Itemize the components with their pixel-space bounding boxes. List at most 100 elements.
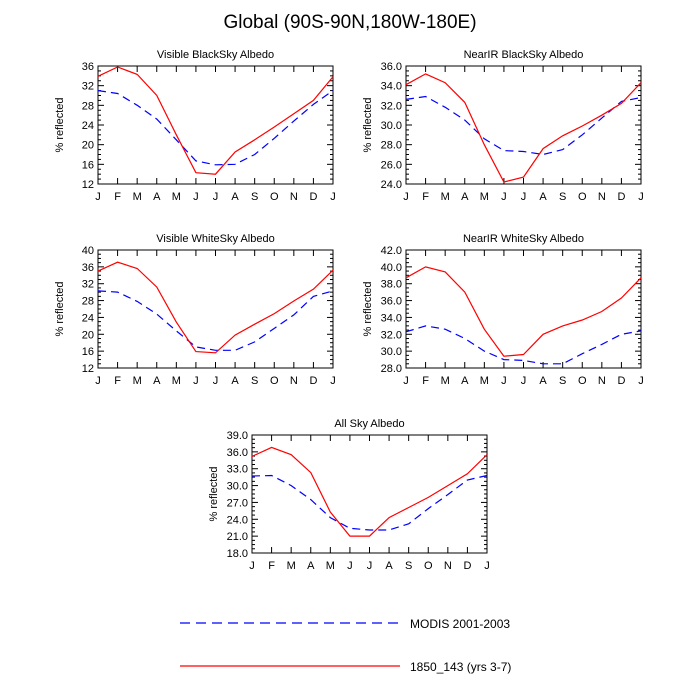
x-tick-label: A <box>385 560 393 572</box>
x-tick-label: J <box>521 375 527 387</box>
x-tick-label: S <box>559 375 566 387</box>
y-tick-label: 28 <box>82 100 94 112</box>
x-tick-label: S <box>251 375 258 387</box>
x-tick-label: J <box>213 191 219 203</box>
x-tick-label: J <box>367 560 373 572</box>
y-tick-label: 32 <box>82 81 94 93</box>
panel-title: Visible WhiteSky Albedo <box>156 233 274 245</box>
x-tick-label: M <box>172 375 181 387</box>
x-tick-label: F <box>114 375 121 387</box>
x-tick-label: A <box>461 375 469 387</box>
y-tick-label: 36 <box>82 262 94 274</box>
x-tick-label: J <box>403 191 409 203</box>
x-tick-label: S <box>559 191 566 203</box>
x-tick-label: F <box>422 191 429 203</box>
x-tick-label: O <box>578 375 587 387</box>
x-tick-label: J <box>193 191 199 203</box>
y-tick-label: 20 <box>82 329 94 341</box>
series-line-modis <box>97 90 334 166</box>
panel-title: Visible BlackSky Albedo <box>157 49 274 61</box>
x-tick-label: J <box>638 375 644 387</box>
y-tick-label: 42.0 <box>381 245 402 257</box>
x-tick-label: M <box>287 560 296 572</box>
y-tick-label: 39.0 <box>227 430 248 442</box>
y-tick-label: 30.0 <box>227 481 248 493</box>
y-tick-label: 38.0 <box>381 279 402 291</box>
x-tick-label: J <box>638 191 644 203</box>
y-tick-label: 18.0 <box>227 548 248 560</box>
series-line-modis <box>97 290 334 351</box>
y-tick-label: 33.0 <box>227 464 248 476</box>
x-tick-label: O <box>270 375 279 387</box>
x-tick-label: M <box>441 191 450 203</box>
panel-title: NearIR WhiteSky Albedo <box>463 233 584 245</box>
y-tick-label: 30.0 <box>381 346 402 358</box>
figure-title: Global (90S-90N,180W-180E) <box>223 12 477 33</box>
x-tick-label: N <box>290 191 298 203</box>
y-axis-label: % reflected <box>208 466 220 521</box>
series-line-model <box>251 446 488 537</box>
y-axis-label: % reflected <box>54 281 66 336</box>
x-tick-label: J <box>95 375 101 387</box>
x-tick-label: J <box>330 375 336 387</box>
legend-model-label: 1850_143 (yrs 3-7) <box>410 660 512 674</box>
y-tick-label: 20 <box>82 140 94 152</box>
y-tick-label: 36.0 <box>381 61 402 73</box>
x-tick-label: J <box>484 560 490 572</box>
y-axis-label: % reflected <box>54 97 66 152</box>
x-tick-label: N <box>598 191 606 203</box>
y-tick-label: 32.0 <box>381 100 402 112</box>
plot-frame <box>405 65 642 185</box>
y-tick-label: 26.0 <box>381 159 402 171</box>
x-tick-label: O <box>578 191 587 203</box>
y-tick-label: 12 <box>82 363 94 375</box>
x-tick-label: D <box>617 375 625 387</box>
y-tick-label: 28 <box>82 296 94 308</box>
x-tick-label: M <box>326 560 335 572</box>
y-tick-label: 28.0 <box>381 140 402 152</box>
x-tick-label: A <box>231 375 239 387</box>
x-tick-label: D <box>463 560 471 572</box>
y-tick-label: 34.0 <box>381 312 402 324</box>
x-tick-label: N <box>598 375 606 387</box>
legend-modis-label: MODIS 2001-2003 <box>410 617 511 631</box>
y-tick-label: 36.0 <box>381 296 402 308</box>
series-line-model <box>405 266 642 357</box>
x-tick-label: N <box>444 560 452 572</box>
x-tick-label: D <box>617 191 625 203</box>
x-tick-label: D <box>309 191 317 203</box>
y-tick-label: 32.0 <box>381 329 402 341</box>
x-tick-label: J <box>193 375 199 387</box>
x-tick-label: J <box>347 560 353 572</box>
y-tick-label: 40 <box>82 245 94 257</box>
x-tick-label: F <box>268 560 275 572</box>
y-tick-label: 16 <box>82 159 94 171</box>
x-tick-label: M <box>441 375 450 387</box>
x-tick-label: A <box>539 191 547 203</box>
x-tick-label: A <box>461 191 469 203</box>
series-line-model <box>405 73 642 183</box>
x-tick-label: A <box>153 375 161 387</box>
x-tick-label: M <box>133 375 142 387</box>
x-tick-label: J <box>95 191 101 203</box>
x-tick-label: J <box>403 375 409 387</box>
x-tick-label: F <box>422 375 429 387</box>
y-tick-label: 24 <box>82 120 94 132</box>
y-tick-label: 36.0 <box>227 447 248 459</box>
y-tick-label: 24.0 <box>381 179 402 191</box>
y-tick-label: 36 <box>82 61 94 73</box>
x-tick-label: N <box>290 375 298 387</box>
x-tick-label: M <box>172 191 181 203</box>
x-tick-label: A <box>231 191 239 203</box>
panel-title: All Sky Albedo <box>334 418 404 430</box>
x-tick-label: J <box>501 375 507 387</box>
x-tick-label: F <box>114 191 121 203</box>
y-tick-label: 24 <box>82 312 94 324</box>
y-axis-label: % reflected <box>362 281 374 336</box>
series-line-modis <box>405 325 642 365</box>
